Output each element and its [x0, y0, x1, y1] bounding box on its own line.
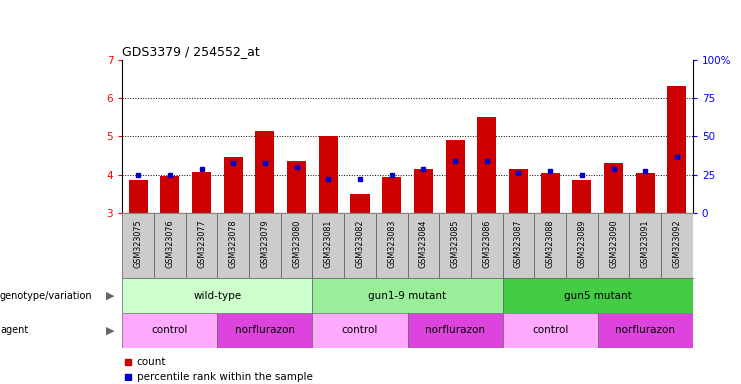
Bar — [224, 157, 243, 213]
Bar — [287, 161, 306, 213]
Text: control: control — [532, 325, 568, 335]
Text: GSM323082: GSM323082 — [356, 220, 365, 268]
Text: gun1-9 mutant: gun1-9 mutant — [368, 291, 447, 301]
Text: GSM323084: GSM323084 — [419, 220, 428, 268]
Bar — [186, 213, 217, 278]
Bar — [604, 163, 623, 213]
Bar — [471, 213, 502, 278]
Text: control: control — [342, 325, 378, 335]
Bar — [319, 136, 338, 213]
Text: norflurazon: norflurazon — [235, 325, 295, 335]
Bar — [408, 213, 439, 278]
Text: GSM323075: GSM323075 — [133, 220, 142, 268]
Bar — [502, 213, 534, 278]
Bar — [154, 213, 186, 278]
Bar — [408, 313, 502, 348]
Bar — [256, 131, 274, 213]
Bar — [350, 194, 370, 213]
Bar — [502, 278, 693, 313]
Bar — [160, 176, 179, 213]
Bar — [509, 169, 528, 213]
Bar — [122, 213, 154, 278]
Text: genotype/variation: genotype/variation — [0, 291, 93, 301]
Text: GSM323090: GSM323090 — [609, 220, 618, 268]
Bar — [217, 213, 249, 278]
Text: GSM323088: GSM323088 — [545, 220, 555, 268]
Bar — [572, 180, 591, 213]
Bar — [217, 313, 313, 348]
Bar — [598, 213, 629, 278]
Bar — [439, 213, 471, 278]
Text: GSM323083: GSM323083 — [388, 220, 396, 268]
Text: GSM323081: GSM323081 — [324, 220, 333, 268]
Bar — [541, 173, 559, 213]
Bar — [502, 313, 598, 348]
Bar — [376, 213, 408, 278]
Bar — [313, 313, 408, 348]
Bar — [598, 313, 693, 348]
Text: count: count — [136, 357, 166, 367]
Bar — [122, 278, 313, 313]
Text: gun5 mutant: gun5 mutant — [564, 291, 631, 301]
Text: ▶: ▶ — [107, 325, 115, 335]
Bar — [629, 213, 661, 278]
Bar — [249, 213, 281, 278]
Bar — [344, 213, 376, 278]
Text: GSM323077: GSM323077 — [197, 220, 206, 268]
Text: GSM323086: GSM323086 — [482, 220, 491, 268]
Text: GSM323091: GSM323091 — [641, 220, 650, 268]
Bar — [636, 173, 655, 213]
Text: GSM323089: GSM323089 — [577, 220, 586, 268]
Text: norflurazon: norflurazon — [425, 325, 485, 335]
Bar — [534, 213, 566, 278]
Bar — [382, 177, 401, 213]
Bar — [281, 213, 313, 278]
Bar — [414, 169, 433, 213]
Bar — [661, 213, 693, 278]
Text: wild-type: wild-type — [193, 291, 242, 301]
Text: percentile rank within the sample: percentile rank within the sample — [136, 372, 313, 382]
Text: GSM323092: GSM323092 — [673, 220, 682, 268]
Text: agent: agent — [0, 325, 28, 335]
Bar — [313, 213, 344, 278]
Text: ▶: ▶ — [107, 291, 115, 301]
Text: GDS3379 / 254552_at: GDS3379 / 254552_at — [122, 45, 260, 58]
Bar — [445, 140, 465, 213]
Text: GSM323087: GSM323087 — [514, 220, 523, 268]
Bar — [129, 180, 147, 213]
Text: GSM323079: GSM323079 — [260, 220, 270, 268]
Bar — [566, 213, 598, 278]
Text: GSM323076: GSM323076 — [165, 220, 174, 268]
Text: control: control — [152, 325, 188, 335]
Text: GSM323080: GSM323080 — [292, 220, 301, 268]
Bar — [192, 172, 211, 213]
Bar — [313, 278, 502, 313]
Text: norflurazon: norflurazon — [615, 325, 675, 335]
Text: GSM323078: GSM323078 — [229, 220, 238, 268]
Bar — [477, 117, 496, 213]
Text: GSM323085: GSM323085 — [451, 220, 459, 268]
Bar — [122, 313, 217, 348]
Bar — [668, 86, 686, 213]
